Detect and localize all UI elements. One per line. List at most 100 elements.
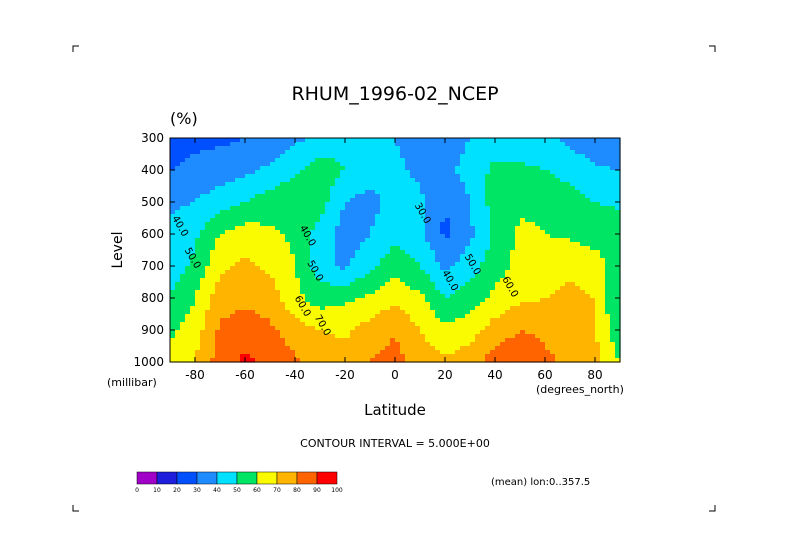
heatmap-cell — [390, 234, 396, 239]
heatmap-cell — [260, 210, 266, 215]
heatmap-cell — [460, 354, 466, 359]
heatmap-cell — [175, 318, 181, 323]
heatmap-cell — [555, 322, 561, 327]
heatmap-cell — [365, 322, 371, 327]
heatmap-cell — [230, 146, 236, 151]
heatmap-cell — [265, 182, 271, 187]
heatmap-cell — [215, 242, 221, 247]
heatmap-cell — [550, 234, 556, 239]
heatmap-cell — [465, 330, 471, 335]
heatmap-cell — [600, 154, 606, 159]
heatmap-cell — [550, 290, 556, 295]
heatmap-cell — [275, 294, 281, 299]
heatmap-cell — [575, 138, 581, 143]
heatmap-cell — [450, 274, 456, 279]
heatmap-cell — [205, 298, 211, 303]
heatmap-cell — [410, 318, 416, 323]
heatmap-cell — [590, 202, 596, 207]
heatmap-cell — [390, 206, 396, 211]
heatmap-cell — [515, 230, 521, 235]
heatmap-cell — [330, 246, 336, 251]
heatmap-cell — [170, 278, 176, 283]
heatmap-cell — [525, 150, 531, 155]
heatmap-cell — [335, 250, 341, 255]
heatmap-cell — [215, 278, 221, 283]
heatmap-cell — [600, 274, 606, 279]
heatmap-cell — [295, 166, 301, 171]
heatmap-cell — [275, 330, 281, 335]
heatmap-cell — [565, 266, 571, 271]
heatmap-cell — [300, 186, 306, 191]
heatmap-cell — [345, 310, 351, 315]
heatmap-cell — [230, 350, 236, 355]
heatmap-cell — [265, 178, 271, 183]
heatmap-cell — [215, 302, 221, 307]
heatmap-cell — [270, 254, 276, 259]
heatmap-cell — [610, 262, 616, 267]
heatmap-cell — [300, 282, 306, 287]
heatmap-cell — [440, 294, 446, 299]
heatmap-cell — [595, 222, 601, 227]
heatmap-cell — [245, 310, 251, 315]
heatmap-cell — [430, 294, 436, 299]
heatmap-cell — [400, 154, 406, 159]
heatmap-cell — [345, 150, 351, 155]
heatmap-cell — [360, 218, 366, 223]
heatmap-cell — [420, 326, 426, 331]
heatmap-cell — [330, 218, 336, 223]
heatmap-cell — [330, 182, 336, 187]
heatmap-cell — [190, 214, 196, 219]
heatmap-cell — [485, 286, 491, 291]
heatmap-cell — [195, 222, 201, 227]
heatmap-cell — [255, 186, 261, 191]
heatmap-cell — [475, 186, 481, 191]
heatmap-cell — [345, 214, 351, 219]
heatmap-cell — [425, 142, 431, 147]
heatmap-cell — [495, 230, 501, 235]
heatmap-cell — [605, 150, 611, 155]
heatmap-cell — [215, 138, 221, 143]
heatmap-cell — [340, 222, 346, 227]
heatmap-cell — [440, 346, 446, 351]
heatmap-cell — [475, 246, 481, 251]
heatmap-cell — [305, 334, 311, 339]
heatmap-cell — [360, 266, 366, 271]
heatmap-cell — [355, 178, 361, 183]
heatmap-cell — [295, 162, 301, 167]
heatmap-cell — [575, 306, 581, 311]
heatmap-cell — [550, 154, 556, 159]
heatmap-cell — [595, 282, 601, 287]
heatmap-cell — [420, 322, 426, 327]
heatmap-cell — [480, 206, 486, 211]
heatmap-cell — [595, 274, 601, 279]
heatmap-cell — [325, 294, 331, 299]
heatmap-cell — [375, 158, 381, 163]
heatmap-cell — [530, 190, 536, 195]
heatmap-cell — [265, 318, 271, 323]
heatmap-cell — [295, 322, 301, 327]
heatmap-cell — [280, 266, 286, 271]
heatmap-cell — [290, 198, 296, 203]
heatmap-cell — [325, 310, 331, 315]
heatmap-cell — [570, 338, 576, 343]
heatmap-cell — [600, 346, 606, 351]
heatmap-cell — [355, 150, 361, 155]
heatmap-cell — [415, 194, 421, 199]
heatmap-cell — [605, 342, 611, 347]
heatmap-cell — [290, 238, 296, 243]
heatmap-cell — [480, 162, 486, 167]
heatmap-cell — [405, 270, 411, 275]
heatmap-cell — [375, 154, 381, 159]
heatmap-cell — [485, 302, 491, 307]
heatmap-cell — [535, 198, 541, 203]
heatmap-cell — [455, 274, 461, 279]
heatmap-cell — [400, 334, 406, 339]
heatmap-cell — [580, 338, 586, 343]
heatmap-cell — [260, 262, 266, 267]
heatmap-cell — [480, 314, 486, 319]
heatmap-cell — [335, 314, 341, 319]
heatmap-cell — [355, 258, 361, 263]
heatmap-cell — [465, 186, 471, 191]
heatmap-cell — [380, 246, 386, 251]
heatmap-cell — [480, 222, 486, 227]
